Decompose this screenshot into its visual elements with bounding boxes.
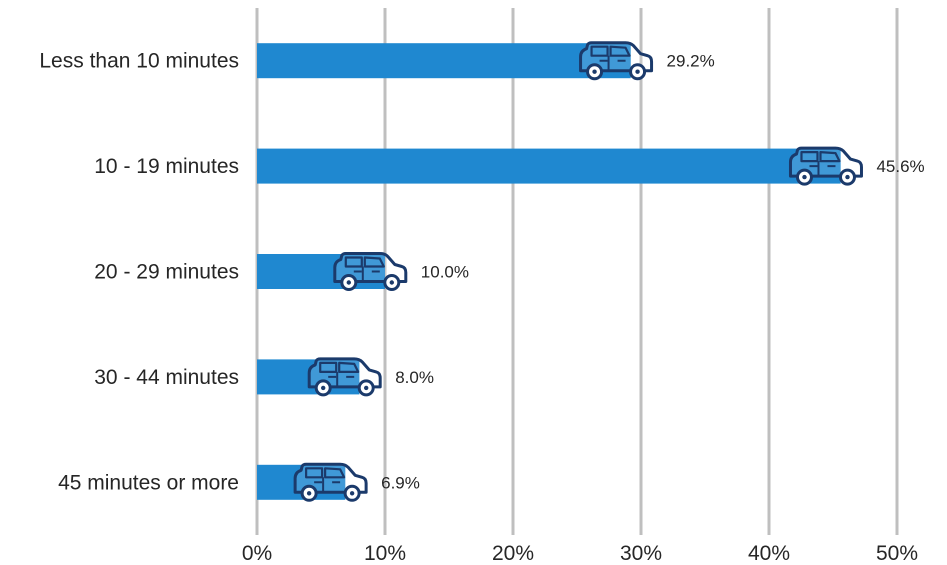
x-tick-label: 0% <box>242 542 272 565</box>
bar <box>257 43 631 79</box>
data-label: 45.6% <box>876 157 924 176</box>
gridlines <box>255 8 899 535</box>
data-label: 10.0% <box>421 263 469 282</box>
x-tick-label: 50% <box>876 542 918 565</box>
bar <box>257 148 841 184</box>
data-label: 29.2% <box>667 52 715 71</box>
x-tick-label: 40% <box>748 542 790 565</box>
data-label: 6.9% <box>381 473 420 492</box>
category-label: Less than 10 minutes <box>39 50 239 73</box>
category-label: 20 - 29 minutes <box>94 261 239 284</box>
category-label: 10 - 19 minutes <box>94 155 239 178</box>
bars <box>257 41 863 502</box>
labels: 0% 10% 20% 30% 40% 50% 29.2% Less than 10 minut… <box>39 50 924 565</box>
data-label: 8.0% <box>395 368 434 387</box>
x-tick-label: 20% <box>492 542 534 565</box>
category-label: 45 minutes or more <box>58 471 239 494</box>
x-tick-label: 10% <box>364 542 406 565</box>
x-tick-label: 30% <box>620 542 662 565</box>
category-label: 30 - 44 minutes <box>94 366 239 389</box>
